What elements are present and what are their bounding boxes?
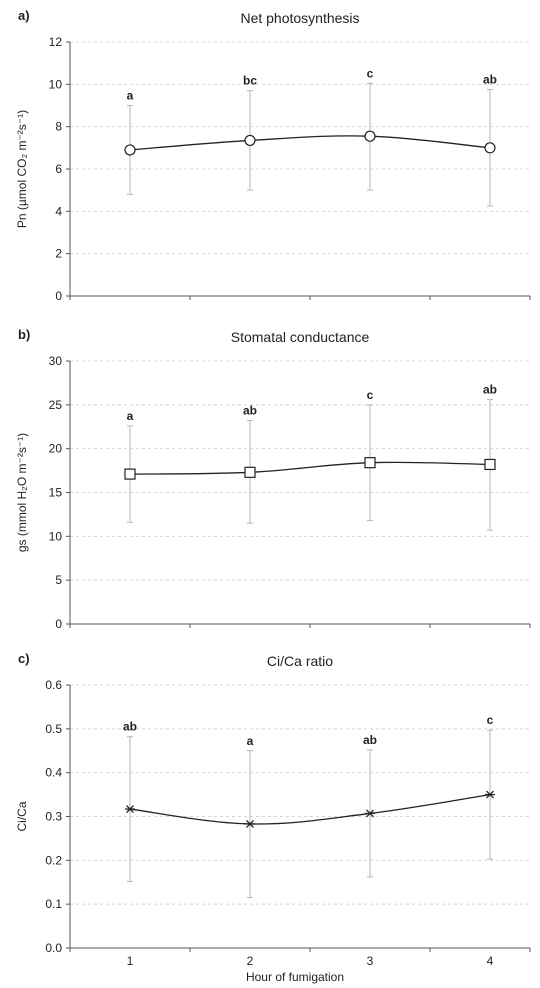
data-point bbox=[245, 819, 255, 828]
y-tick-label: 4 bbox=[55, 204, 62, 218]
y-tick-label: 0.3 bbox=[45, 810, 62, 824]
y-tick-label: 5 bbox=[55, 573, 62, 587]
data-point-stroke bbox=[246, 819, 254, 828]
y-tick-label: 0.6 bbox=[45, 678, 62, 692]
y-tick-label: 25 bbox=[49, 398, 63, 412]
chart-panel-1: a) Net photosynthesis 0 2 4 6 8 10 12 Pn (µmol CO… bbox=[15, 8, 531, 303]
data-point bbox=[365, 809, 375, 818]
y-tick-label: 12 bbox=[49, 35, 63, 49]
data-point bbox=[244, 134, 256, 147]
series-line bbox=[129, 135, 491, 151]
data-point bbox=[484, 458, 496, 471]
panel-label: b) bbox=[18, 327, 30, 342]
y-tick-label: 10 bbox=[49, 77, 63, 91]
y-tick-label: 8 bbox=[55, 120, 62, 134]
chart-title: Stomatal conductance bbox=[231, 329, 370, 345]
data-point bbox=[484, 142, 496, 154]
y-tick-label: 0.1 bbox=[45, 897, 62, 911]
chart-panel-2: b) Stomatal conductance 0 5 10 15 20 25 30 gs (mm… bbox=[15, 327, 531, 631]
data-point bbox=[124, 144, 136, 156]
y-tick-label: 10 bbox=[49, 529, 63, 543]
y-tick-label: 15 bbox=[49, 486, 63, 500]
significance-label: ab bbox=[483, 73, 497, 87]
data-point-stroke bbox=[366, 809, 374, 818]
y-tick-label: 0.4 bbox=[45, 766, 62, 780]
series-line bbox=[129, 461, 491, 475]
y-axis-label: gs (mmol H₂O m⁻²s⁻¹) bbox=[15, 433, 29, 552]
significance-label: bc bbox=[243, 74, 257, 88]
series-line bbox=[129, 793, 491, 825]
data-point bbox=[364, 457, 376, 469]
panel-label: c) bbox=[18, 651, 30, 666]
y-tick-label: 2 bbox=[55, 247, 62, 261]
chart-title: Ci/Ca ratio bbox=[267, 653, 333, 669]
y-axis-label: Ci/Ca bbox=[15, 801, 29, 831]
chart-title: Net photosynthesis bbox=[240, 10, 359, 26]
data-point-stroke bbox=[486, 790, 494, 799]
y-tick-label: 0 bbox=[55, 617, 62, 631]
data-point bbox=[244, 466, 256, 478]
y-tick-label: 0 bbox=[55, 289, 62, 303]
y-tick-label: 30 bbox=[49, 354, 63, 368]
x-tick-label: 4 bbox=[487, 954, 494, 968]
data-point bbox=[125, 805, 135, 814]
y-tick-label: 6 bbox=[55, 162, 62, 176]
significance-label: c bbox=[367, 66, 374, 80]
data-point-stroke bbox=[126, 805, 134, 814]
data-point bbox=[485, 790, 495, 799]
significance-label: a bbox=[127, 89, 134, 103]
data-point bbox=[124, 468, 136, 480]
significance-label: ab bbox=[243, 404, 257, 418]
x-tick-label: 3 bbox=[367, 954, 374, 968]
data-point bbox=[364, 130, 376, 142]
significance-label: c bbox=[367, 388, 374, 402]
y-tick-label: 0.2 bbox=[45, 853, 62, 867]
y-axis-label: Pn (µmol CO₂ m⁻²s⁻¹) bbox=[15, 110, 29, 228]
x-tick-label: 1 bbox=[127, 954, 134, 968]
chart-panel-3: c) Ci/Ca ratio 0.0 0.1 0.2 0.3 0.4 0.5 0.6 1 2 3 4 Ho… bbox=[15, 651, 531, 984]
significance-label: ab bbox=[363, 733, 377, 747]
y-tick-label: 0.0 bbox=[45, 941, 62, 955]
significance-label: c bbox=[487, 713, 494, 727]
x-tick-label: 2 bbox=[247, 954, 254, 968]
panel-label: a) bbox=[18, 8, 30, 23]
significance-label: a bbox=[127, 409, 134, 423]
x-axis-label: Hour of fumigation bbox=[246, 970, 344, 984]
y-tick-label: 20 bbox=[49, 442, 63, 456]
significance-label: a bbox=[247, 734, 254, 748]
significance-label: ab bbox=[123, 720, 137, 734]
y-tick-label: 0.5 bbox=[45, 722, 62, 736]
significance-label: ab bbox=[483, 383, 497, 397]
